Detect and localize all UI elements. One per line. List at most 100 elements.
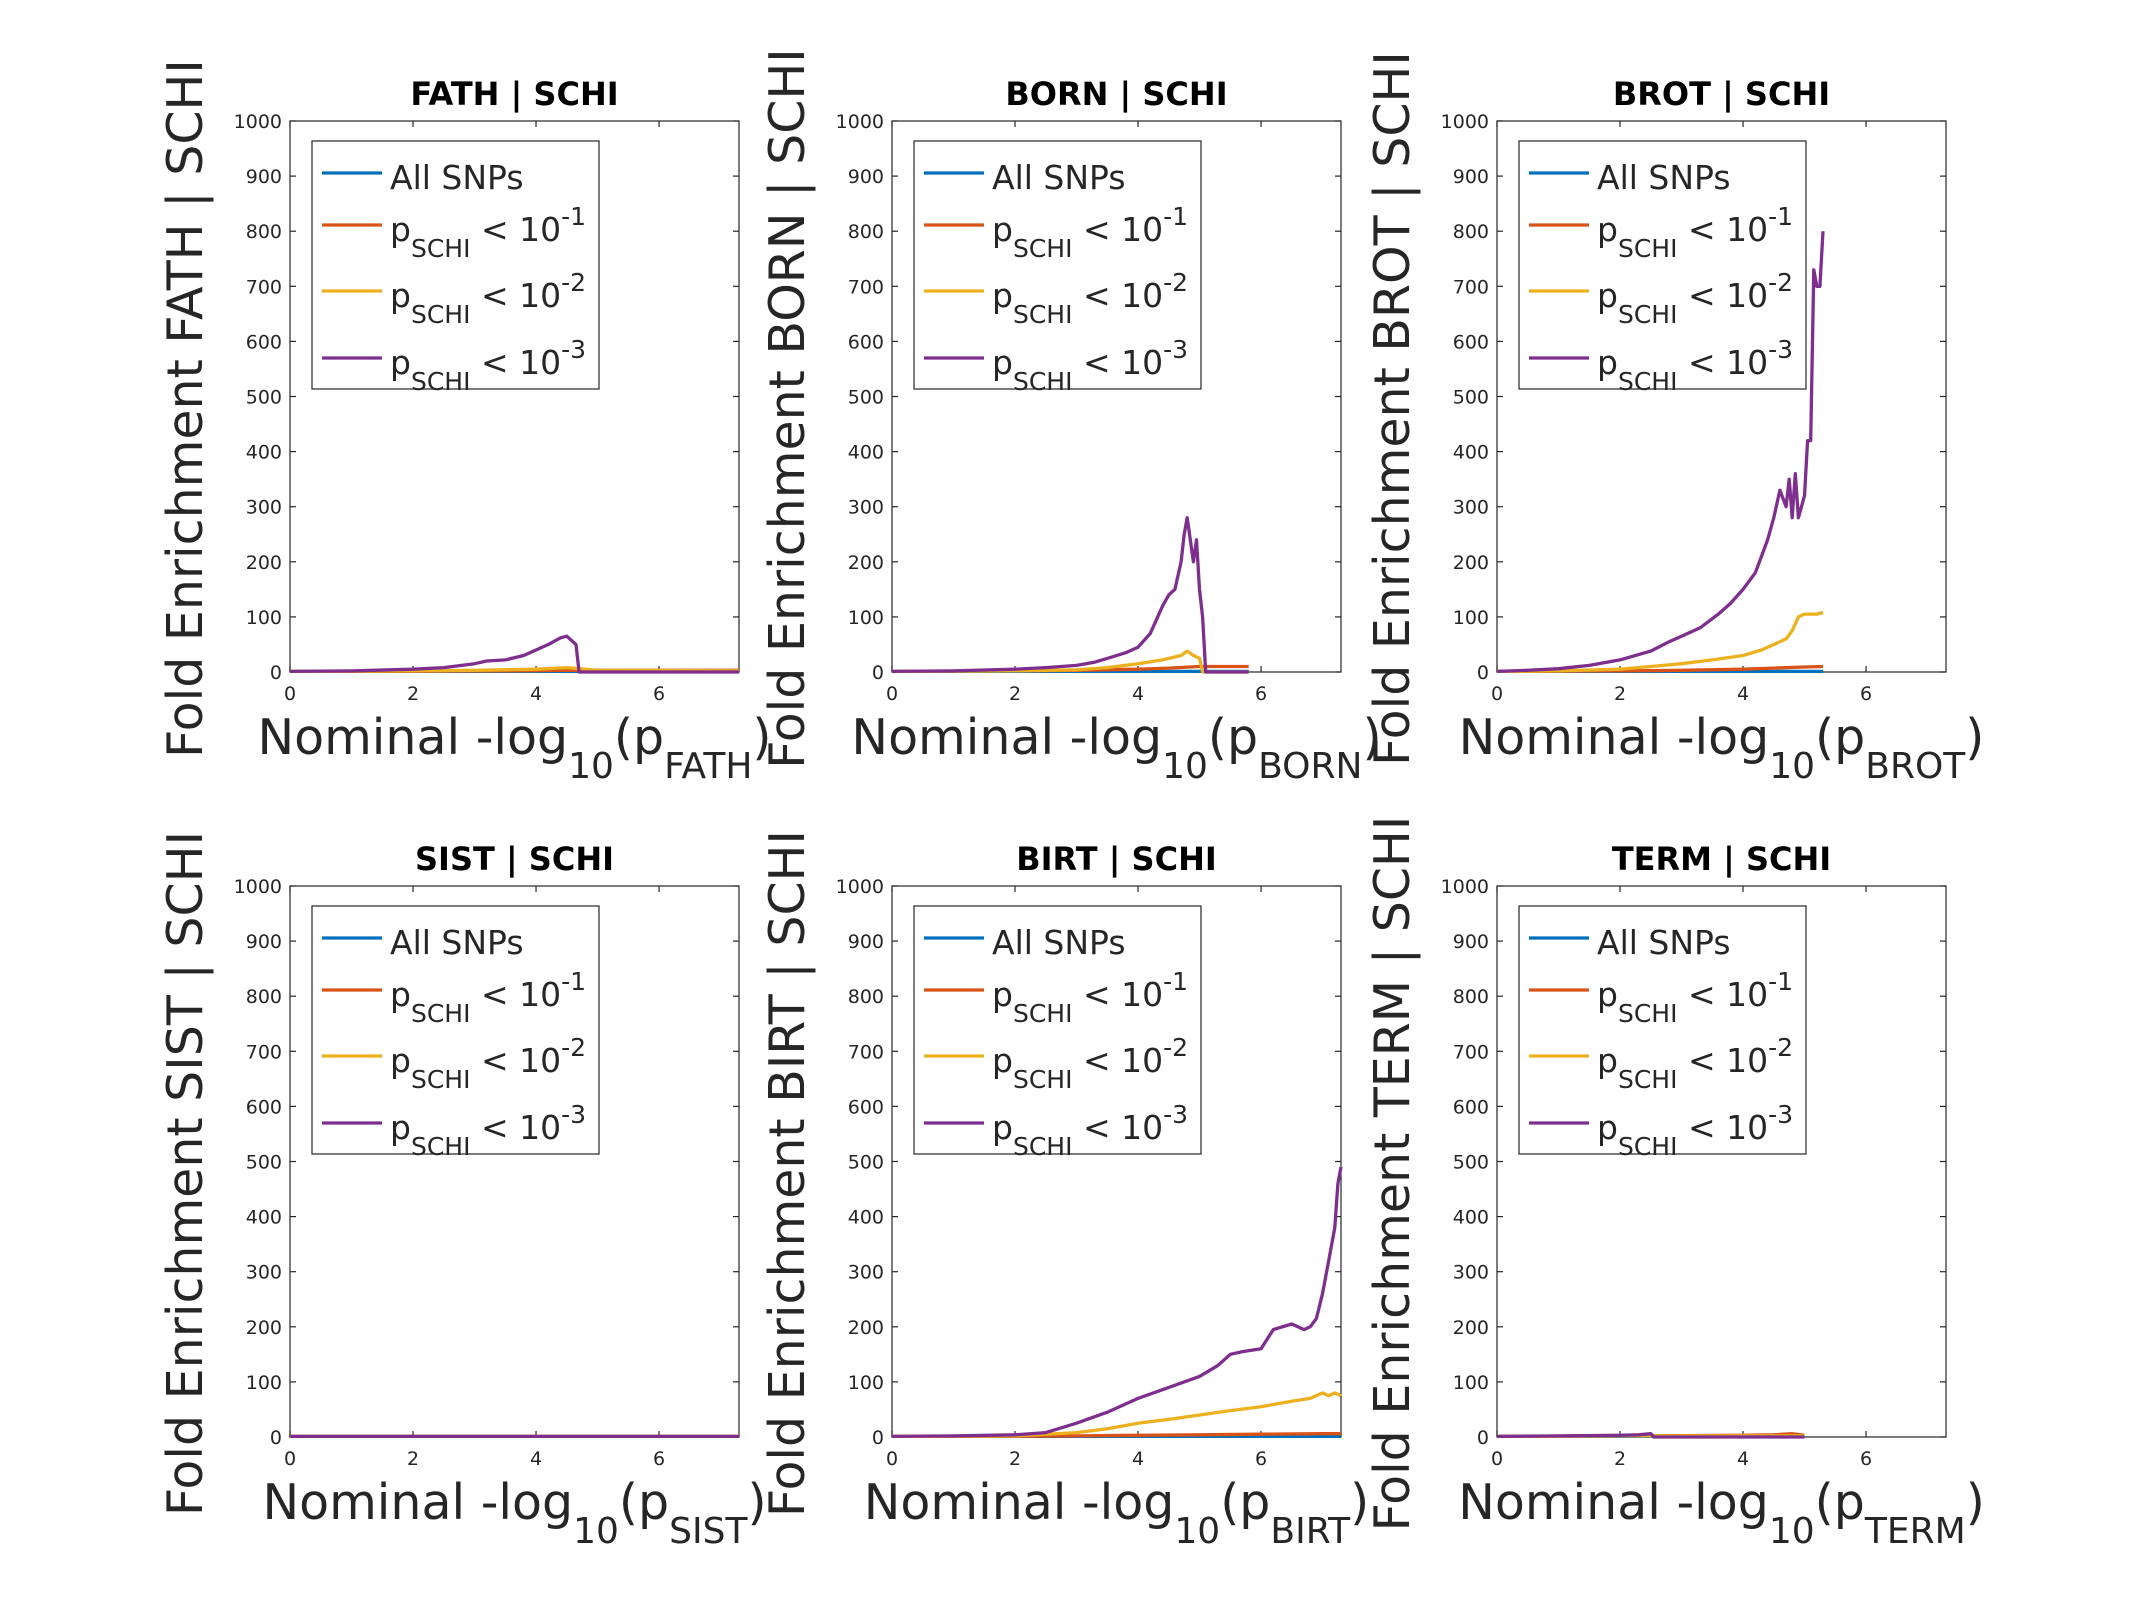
legend-entry-all: All SNPs bbox=[992, 923, 1126, 962]
x-tick-label: 2 bbox=[1614, 683, 1626, 705]
x-tick-label: 6 bbox=[1255, 683, 1267, 705]
y-tick-label: 900 bbox=[1453, 931, 1489, 953]
series-line-p2 bbox=[891, 1391, 1342, 1439]
legend-entry-all: All SNPs bbox=[390, 923, 524, 962]
x-tick-label: 6 bbox=[1860, 683, 1872, 705]
y-tick-label: 700 bbox=[1453, 1041, 1489, 1063]
subplot-2: 0 100 200 300 400 500 600 700 800 900 1000 0 2 4 6 BORN… bbox=[759, 48, 1382, 787]
legend-entry-p3: pSCHI < 10-3 bbox=[1597, 335, 1793, 396]
legend-entry-p2: pSCHI < 10-2 bbox=[390, 1033, 586, 1094]
x-axis-label: Nominal -log10(pBROT) bbox=[1459, 709, 1985, 787]
y-tick-label: 100 bbox=[848, 607, 884, 629]
y-tick-label: 500 bbox=[246, 1152, 282, 1174]
subplot-5: 0 100 200 300 400 500 600 700 800 900 1000 0 2 4 6 BIRT… bbox=[759, 830, 1369, 1552]
x-axis-label: Nominal -log10(pBIRT) bbox=[864, 1474, 1370, 1552]
y-tick-label: 200 bbox=[1453, 1317, 1489, 1339]
y-tick-label: 800 bbox=[246, 221, 282, 243]
y-tick-label: 400 bbox=[848, 1207, 884, 1229]
legend-entry-p2: pSCHI < 10-2 bbox=[992, 1033, 1188, 1094]
y-tick-label: 400 bbox=[246, 442, 282, 464]
y-tick-label: 700 bbox=[1453, 276, 1489, 298]
legend-entry-p1: pSCHI < 10-1 bbox=[1597, 967, 1793, 1028]
y-tick-label: 200 bbox=[246, 552, 282, 574]
legend-entry-p3: pSCHI < 10-3 bbox=[390, 1100, 586, 1161]
y-tick-label: 100 bbox=[1453, 1372, 1489, 1394]
y-tick-label: 400 bbox=[1453, 442, 1489, 464]
y-tick-label: 600 bbox=[1453, 1096, 1489, 1118]
x-tick-label: 4 bbox=[1737, 1448, 1749, 1470]
y-tick-label: 300 bbox=[848, 1262, 884, 1284]
series-line-p3 bbox=[289, 634, 739, 674]
y-tick-label: 800 bbox=[246, 986, 282, 1008]
x-tick-label: 2 bbox=[407, 1448, 419, 1470]
y-tick-label: 700 bbox=[848, 276, 884, 298]
y-tick-label: 400 bbox=[246, 1207, 282, 1229]
x-tick-label: 4 bbox=[530, 1448, 542, 1470]
legend-box bbox=[1518, 905, 1807, 1155]
legend-box bbox=[913, 905, 1202, 1155]
x-tick-label: 4 bbox=[1132, 1448, 1144, 1470]
subplot-title: BROT | SCHI bbox=[1613, 75, 1830, 114]
y-tick-label: 900 bbox=[848, 931, 884, 953]
y-tick-label: 100 bbox=[246, 1372, 282, 1394]
y-tick-label: 1000 bbox=[1441, 111, 1489, 133]
y-tick-label: 500 bbox=[1453, 387, 1489, 409]
legend-entry-p2: pSCHI < 10-2 bbox=[1597, 1033, 1793, 1094]
y-tick-label: 500 bbox=[1453, 1152, 1489, 1174]
y-tick-label: 300 bbox=[848, 497, 884, 519]
legend-entry-all: All SNPs bbox=[1597, 923, 1731, 962]
y-axis-label: Fold Enrichment BORN | SCHI bbox=[759, 48, 816, 769]
x-tick-label: 6 bbox=[653, 1448, 665, 1470]
x-axis-label: Nominal -log10(pTERM) bbox=[1458, 1474, 1985, 1552]
legend-box bbox=[913, 140, 1202, 390]
x-tick-label: 6 bbox=[653, 683, 665, 705]
y-tick-label: 100 bbox=[246, 607, 282, 629]
y-tick-label: 400 bbox=[848, 442, 884, 464]
y-tick-label: 900 bbox=[1453, 166, 1489, 188]
y-tick-label: 200 bbox=[848, 1317, 884, 1339]
x-tick-label: 2 bbox=[1009, 683, 1021, 705]
y-tick-label: 1000 bbox=[234, 111, 282, 133]
y-tick-label: 400 bbox=[1453, 1207, 1489, 1229]
legend-entry-all: All SNPs bbox=[992, 158, 1126, 197]
subplot-title: BORN | SCHI bbox=[1005, 75, 1227, 114]
series-line-p3 bbox=[891, 516, 1249, 674]
y-tick-label: 800 bbox=[848, 221, 884, 243]
y-tick-label: 200 bbox=[246, 1317, 282, 1339]
x-tick-label: 0 bbox=[1491, 683, 1503, 705]
subplot-3: 0 100 200 300 400 500 600 700 800 900 1000 0 2 4 6 BROT… bbox=[1364, 51, 1984, 787]
x-axis-label: Nominal -log10(pSIST) bbox=[262, 1474, 766, 1552]
y-tick-label: 100 bbox=[848, 1372, 884, 1394]
legend-entry-p1: pSCHI < 10-1 bbox=[1597, 202, 1793, 263]
y-axis-label: Fold Enrichment SIST | SCHI bbox=[157, 831, 214, 1516]
legend-entry-p3: pSCHI < 10-3 bbox=[992, 1100, 1188, 1161]
y-tick-label: 600 bbox=[848, 331, 884, 353]
legend-entry-p1: pSCHI < 10-1 bbox=[992, 967, 1188, 1028]
series-line-p3 bbox=[891, 1166, 1343, 1439]
legend-entry-p1: pSCHI < 10-1 bbox=[390, 967, 586, 1028]
x-tick-label: 6 bbox=[1255, 1448, 1267, 1470]
legend-entry-p2: pSCHI < 10-2 bbox=[992, 268, 1188, 329]
y-tick-label: 200 bbox=[1453, 552, 1489, 574]
legend-entry-p3: pSCHI < 10-3 bbox=[992, 335, 1188, 396]
y-tick-label: 700 bbox=[848, 1041, 884, 1063]
x-tick-label: 0 bbox=[886, 1448, 898, 1470]
y-tick-label: 600 bbox=[246, 1096, 282, 1118]
y-tick-label: 300 bbox=[1453, 1262, 1489, 1284]
y-axis-label: Fold Enrichment BIRT | SCHI bbox=[759, 830, 816, 1517]
subplot-title: SIST | SCHI bbox=[415, 840, 614, 879]
y-tick-label: 0 bbox=[1477, 662, 1489, 684]
subplot-1: 0 100 200 300 400 500 600 700 800 900 1000 0 2 4 6 FATH… bbox=[157, 59, 772, 787]
x-tick-label: 0 bbox=[284, 683, 296, 705]
x-tick-label: 0 bbox=[284, 1448, 296, 1470]
y-tick-label: 600 bbox=[246, 331, 282, 353]
y-axis-label: Fold Enrichment TERM | SCHI bbox=[1364, 816, 1421, 1532]
subplot-title: TERM | SCHI bbox=[1612, 840, 1831, 879]
y-tick-label: 700 bbox=[246, 1041, 282, 1063]
series-line-p3 bbox=[1496, 1432, 1805, 1439]
y-tick-label: 800 bbox=[848, 986, 884, 1008]
y-tick-label: 0 bbox=[872, 1427, 884, 1449]
